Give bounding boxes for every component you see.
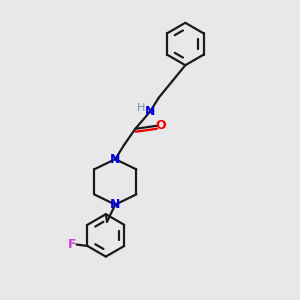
Text: N: N [110,198,120,211]
Text: N: N [110,153,120,166]
Text: N: N [145,105,155,118]
Text: F: F [68,238,76,251]
Text: H: H [137,103,146,113]
Text: O: O [156,119,166,132]
